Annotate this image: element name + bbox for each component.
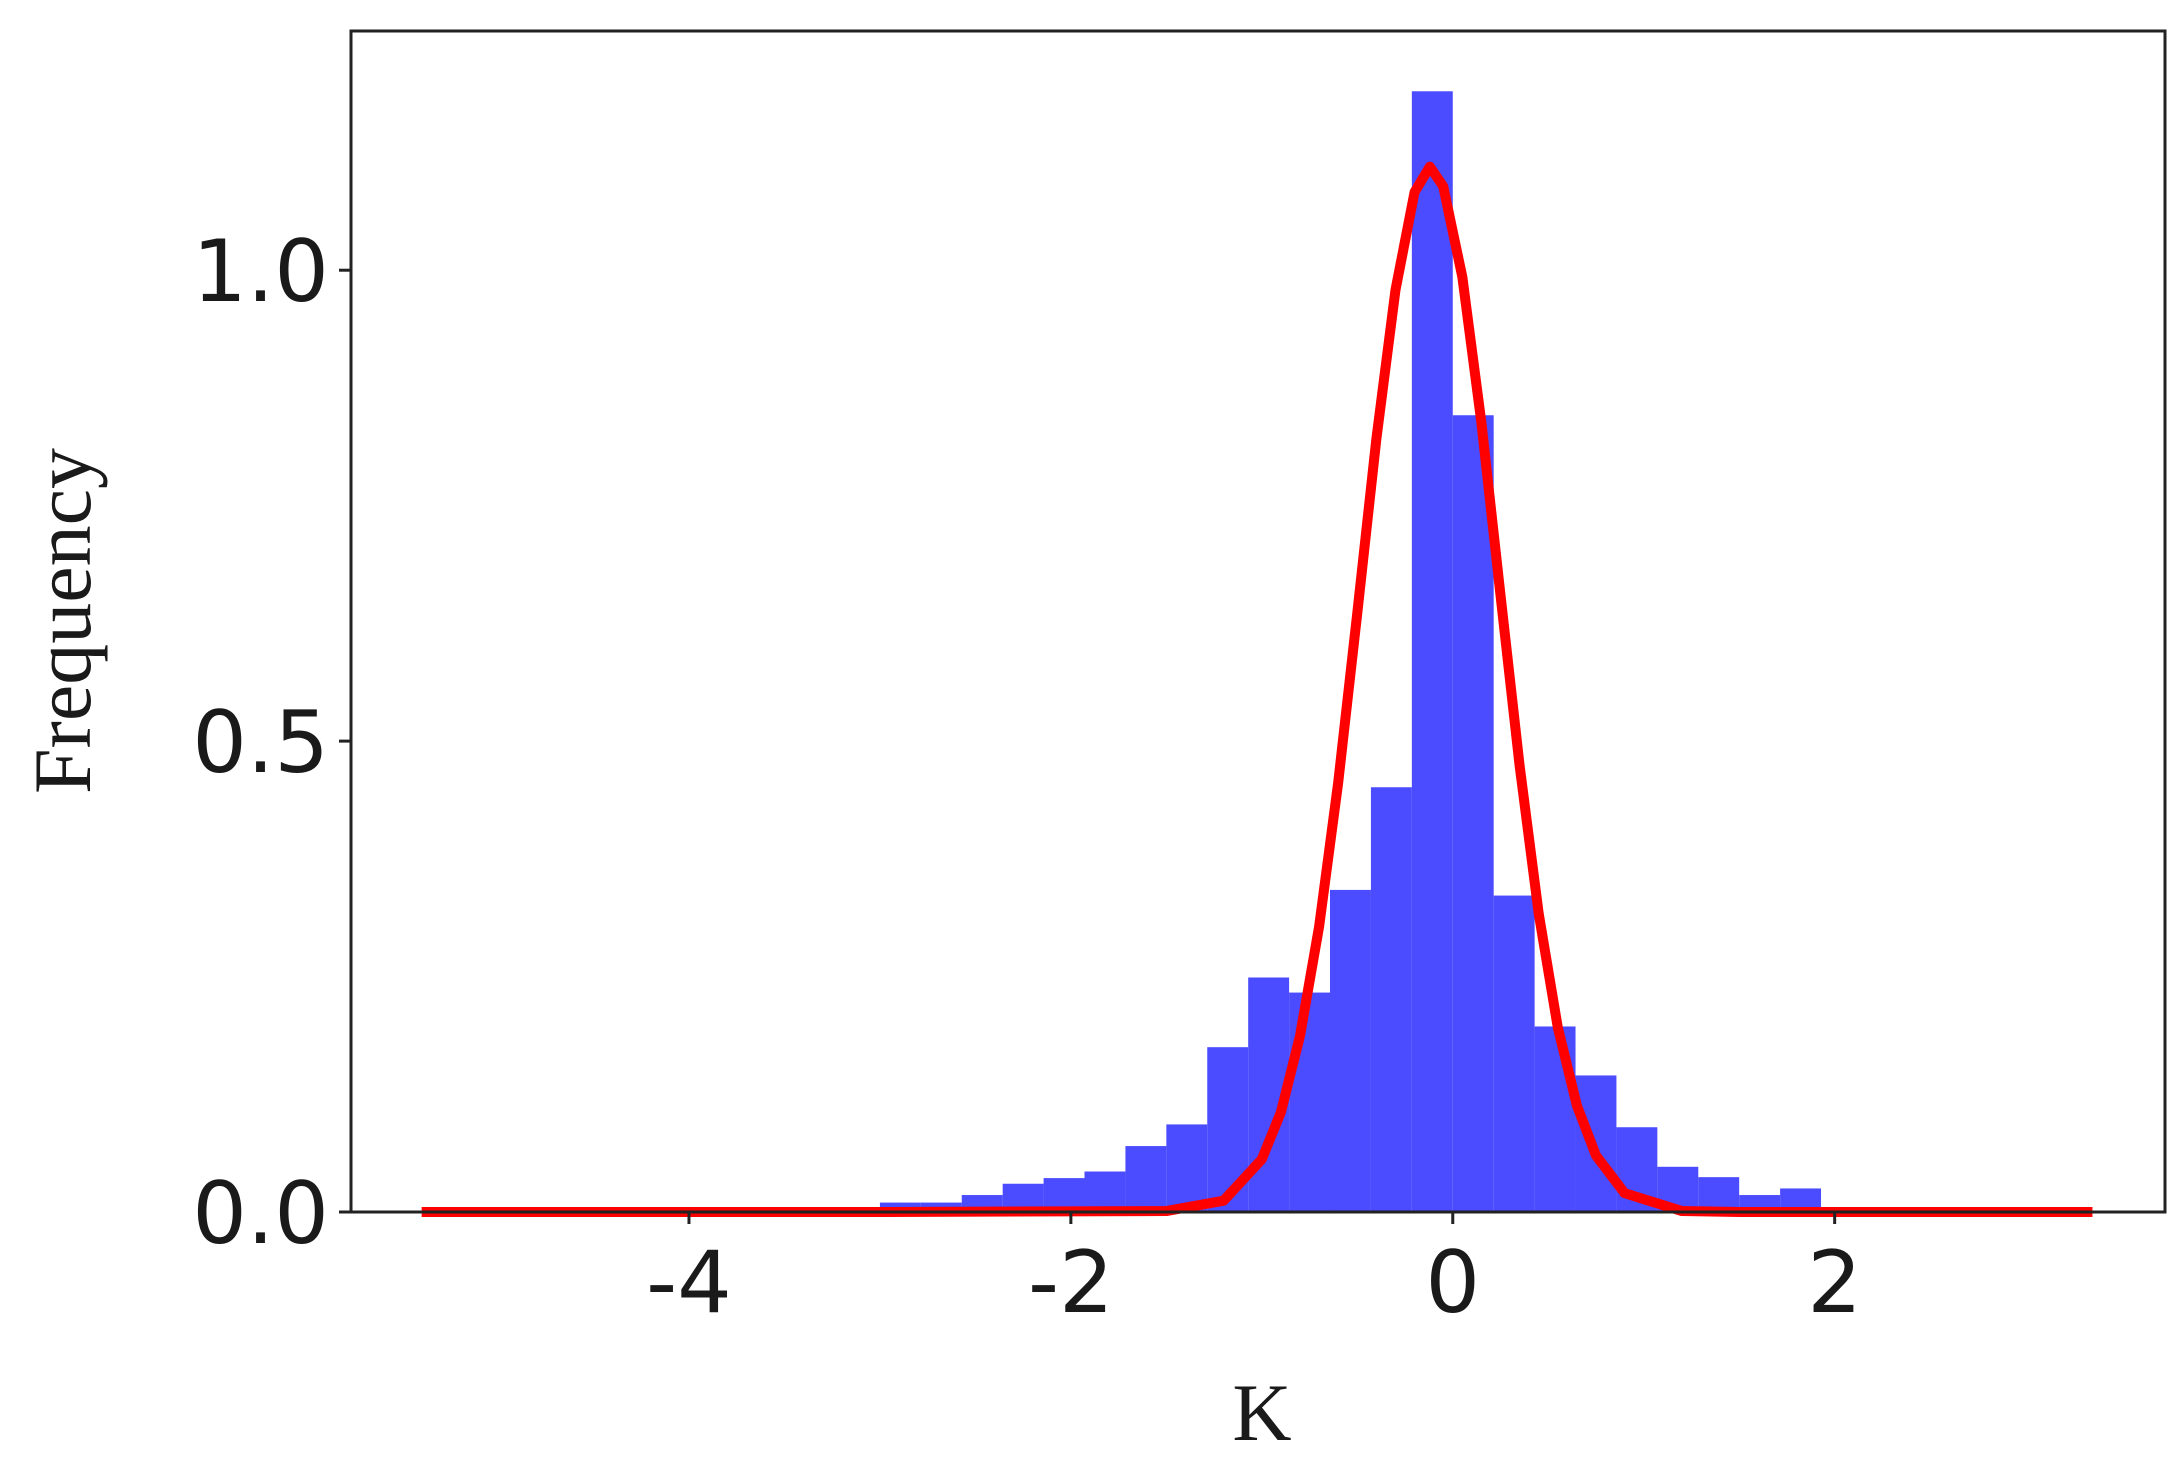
bar xyxy=(1330,889,1371,1212)
bar xyxy=(1370,787,1412,1212)
bar xyxy=(1125,1146,1167,1212)
y-axis-label: Frequency xyxy=(17,448,108,794)
x-axis-label: K xyxy=(1232,1367,1291,1458)
x-tick-label: 0 xyxy=(1425,1233,1480,1333)
bar xyxy=(1780,1188,1822,1212)
bar xyxy=(1452,415,1494,1213)
bar xyxy=(1043,1178,1085,1212)
bar xyxy=(1411,91,1453,1213)
plot-frame xyxy=(349,29,2167,1214)
x-tick-label: -2 xyxy=(1028,1233,1114,1333)
bar xyxy=(1166,1124,1208,1212)
y-tick-label: 1.0 xyxy=(192,222,329,322)
y-tick-label: 0.5 xyxy=(192,693,329,793)
bar xyxy=(1289,992,1331,1212)
bar xyxy=(1493,895,1535,1212)
bar xyxy=(1698,1177,1740,1212)
fit-curve xyxy=(421,161,2093,1217)
y-tick-label: 0.0 xyxy=(192,1164,329,1264)
bar xyxy=(1084,1171,1126,1212)
x-tick-label: -4 xyxy=(646,1233,732,1333)
x-tick-label: 2 xyxy=(1807,1233,1862,1333)
